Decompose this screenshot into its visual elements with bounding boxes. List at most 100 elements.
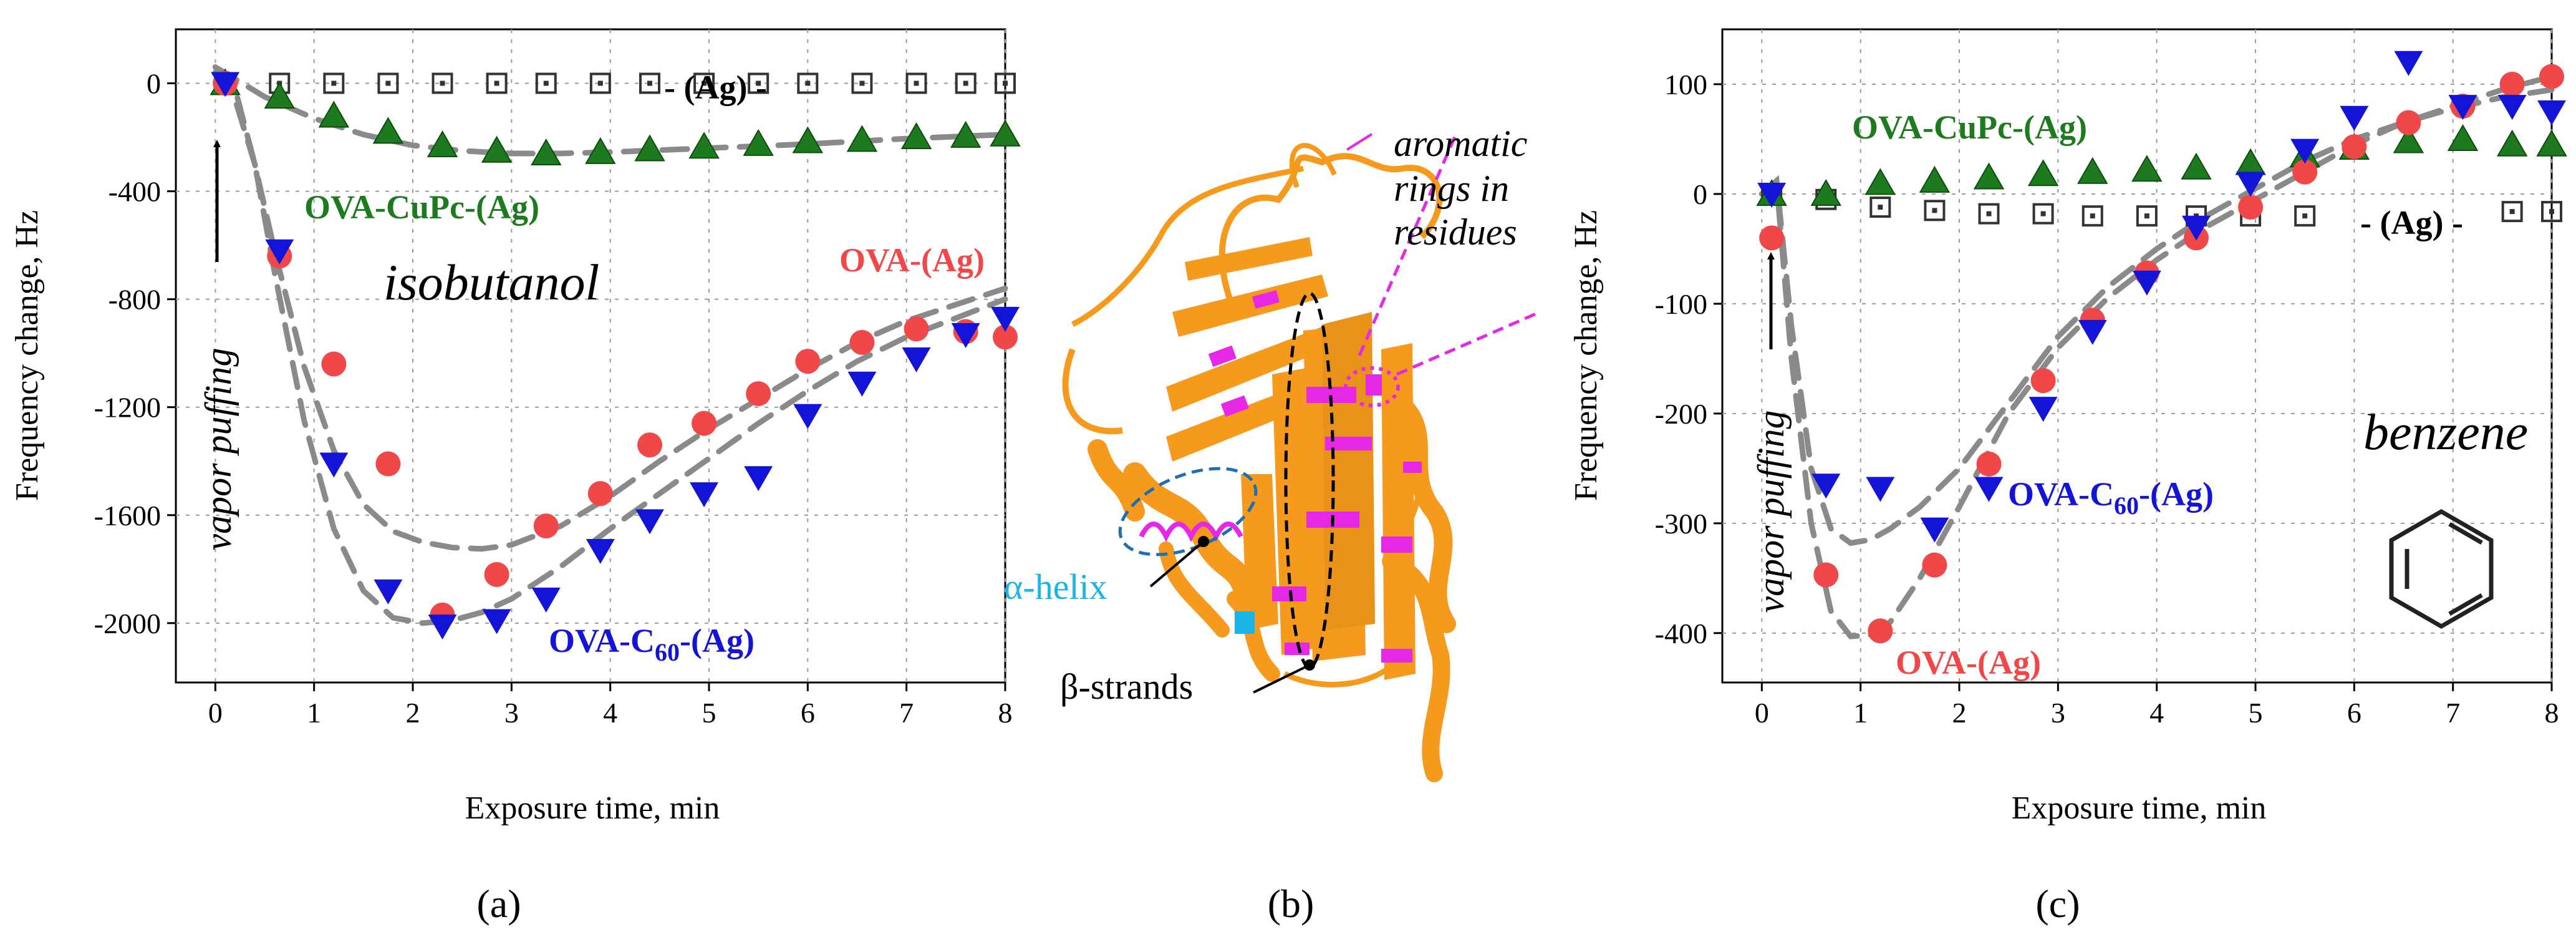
marker-ova-cupc-ag	[688, 132, 720, 159]
x-tick-label: 6	[2347, 697, 2361, 729]
aromatic-segment	[1325, 437, 1372, 450]
marker-ova-c60-ag	[2028, 397, 2058, 422]
x-tick-label: 0	[208, 697, 223, 729]
marker-ova-cupc-ag	[264, 82, 295, 109]
x-tick-label: 4	[2149, 697, 2164, 729]
marker-ova-c60-ag	[793, 404, 822, 429]
marker-ova-cupc-ag	[1810, 178, 1841, 206]
protein-loop	[1071, 165, 1304, 328]
x-tick-label: 1	[1853, 697, 1868, 729]
panel-a-chart: 0 1 2 3 4 5 6 7 8 0 -400 -800 -1200 -1600 -2000 Freque…	[9, 28, 1021, 826]
marker-ova-c60-ag	[2078, 319, 2107, 345]
x-tick-label: 0	[1755, 697, 1769, 729]
ova-label-c: OVA-(Ag)	[1896, 644, 2041, 681]
marker-ova-cupc-ag	[900, 122, 932, 150]
marker-ova-ag	[321, 351, 347, 377]
marker-ova-c60-ag	[1757, 182, 1787, 208]
c60-label-a-suffix: -(Ag)	[680, 622, 755, 659]
marker-ag-inner	[494, 80, 499, 86]
aromatic-callout-line	[1358, 133, 1458, 357]
beta-strand	[1322, 312, 1375, 630]
marker-ag-inner	[543, 80, 549, 86]
marker-ova-ag	[1813, 562, 1839, 588]
cupc-label-a-text: OVA-CuPc-(Ag)	[304, 188, 539, 226]
y-tick-label: -200	[1655, 398, 1707, 430]
marker-ag-inner	[597, 80, 603, 86]
marker-ova-cupc-ag	[1973, 162, 2005, 190]
cupc-label-a: OVA-CuPc-(Ag)	[304, 188, 539, 226]
y-tick-label: -400	[109, 176, 161, 208]
marker-ova-c60-ag	[991, 306, 1020, 332]
aromatic-label-line3: residues	[1394, 211, 1517, 253]
marker-ag	[2082, 205, 2103, 227]
c60-label-c-suffix: -(Ag)	[2139, 475, 2214, 513]
marker-ova-cupc-ag	[1919, 165, 1951, 193]
y-axis-label-c: Frequency change, Hz	[1568, 210, 1604, 501]
marker-ova-ag	[692, 410, 717, 436]
x-axis-label-a: Exposure time, min	[465, 790, 720, 826]
protein-loop	[1218, 153, 1443, 313]
vapor-puff-label-c: vapor puffing	[1750, 410, 1792, 613]
marker-ag	[486, 72, 508, 94]
marker-ova-c60-ag	[2290, 138, 2320, 164]
marker-ag	[2541, 201, 2562, 223]
marker-ova-c60-ag	[531, 587, 561, 613]
marker-ova-c60-ag	[319, 452, 349, 478]
aromatic-segment	[1208, 345, 1237, 367]
marker-ag-inner	[963, 80, 968, 86]
marker-ova-c60-ag	[2236, 172, 2265, 197]
marker-ova-c60-ag	[635, 509, 664, 535]
marker-ova-cupc-ag	[2027, 159, 2059, 187]
beta-strand	[1172, 274, 1328, 337]
analyte-label-c: benzene	[2363, 404, 2528, 460]
fit-curves-a	[212, 64, 1008, 626]
protein-loop	[1283, 659, 1399, 687]
c60-label-a: OVA-C60-(Ag)	[549, 622, 755, 666]
aromatic-segment	[1252, 290, 1280, 309]
y-axis-label-a: Frequency change, Hz	[9, 210, 45, 501]
marker-ova-c60-ag	[744, 466, 773, 492]
ticks-c: 0 1 2 3 4 5 6 7 8 100 0 -100 -200 -300 -400	[1655, 69, 2559, 729]
ag-label-a: - (Ag) -	[664, 69, 767, 106]
c60-label-a-prefix: OVA-C	[549, 622, 655, 659]
marker-ova-cupc-ag	[846, 125, 878, 152]
marker-ova-cupc-ag	[481, 135, 513, 163]
marker-ova-cupc-ag	[2235, 148, 2266, 175]
marker-ova-cupc-ag	[950, 120, 982, 148]
vapor-puff-label-a: vapor puffing	[198, 348, 239, 551]
marker-ag-inner	[2549, 209, 2554, 215]
marker-ova-cupc-ag	[792, 126, 824, 153]
marker-ag-inner	[2509, 209, 2515, 215]
y-tick-label: -2000	[94, 608, 161, 639]
marker-ag-inner	[914, 80, 919, 86]
marker-ova-ag	[2499, 71, 2525, 97]
marker-ag-inner	[2144, 213, 2149, 219]
plot-frame-a	[175, 28, 1006, 684]
marker-ova-ag	[1922, 552, 1947, 578]
marker-ag	[797, 72, 819, 94]
marker-ova-ag	[2342, 134, 2367, 160]
ticks-a: 0 1 2 3 4 5 6 7 8 0 -400 -800 -1200 -1600 -2000	[94, 68, 1013, 729]
marker-ag-inner	[702, 80, 707, 86]
gridlines-a	[176, 29, 1006, 682]
aromatic-segment	[1381, 649, 1412, 663]
marker-ova-cupc-ag	[318, 100, 350, 128]
aromatic-callout-line	[1396, 310, 1541, 376]
gridlines-c	[1722, 29, 2552, 682]
marker-ag	[995, 72, 1016, 94]
aromatic-segment	[1220, 395, 1249, 417]
ova-label-a: OVA-(Ag)	[839, 241, 985, 279]
marker-ag	[955, 72, 977, 94]
marker-ova-ag	[746, 381, 771, 407]
data-markers-c	[1756, 51, 2567, 644]
marker-ag	[2294, 205, 2316, 227]
beta-strands-ellipse	[1284, 291, 1335, 669]
y-tick-label: 0	[1693, 178, 1707, 210]
beta-strand	[1272, 368, 1313, 655]
marker-ova-c60-ag	[1811, 474, 1841, 499]
marker-ova-c60-ag	[2132, 270, 2161, 296]
panel-label-b: (b)	[1268, 881, 1315, 926]
marker-ova-ag	[849, 329, 875, 355]
marker-ova-cupc-ag	[585, 137, 616, 164]
marker-ova-ag	[1759, 225, 1785, 251]
